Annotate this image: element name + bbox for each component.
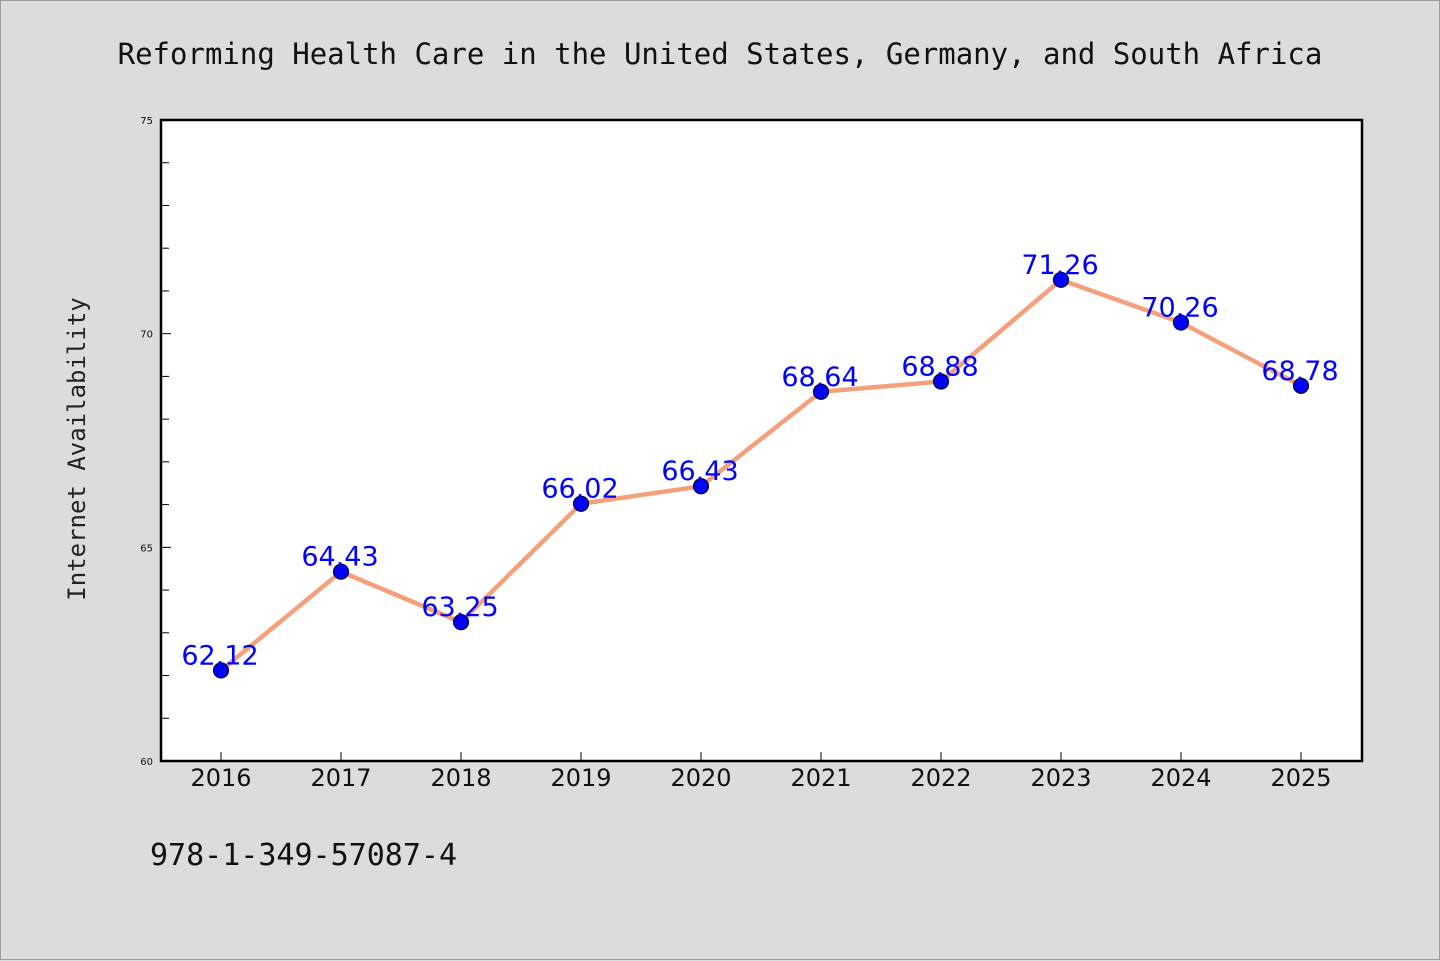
data-value-label: 63.25 [421, 592, 498, 623]
data-value-label: 68.64 [781, 362, 858, 393]
axis-ticks: 60 65 70 75 2016 2017 2018 2019 2020 2021 2022 2023… [140, 116, 1331, 792]
x-tick-label: 2024 [1150, 764, 1211, 792]
data-point-marker [932, 373, 950, 390]
x-tick-label: 2022 [910, 764, 971, 792]
data-value-label: 66.02 [541, 474, 618, 505]
x-tick-label: 2020 [670, 764, 731, 792]
x-tick-label: 2017 [310, 764, 371, 792]
data-point-marker [452, 614, 470, 631]
data-point-marker [812, 383, 830, 400]
x-tick-label: 2018 [430, 764, 491, 792]
series-layer [212, 271, 1310, 679]
data-point-marker [1052, 271, 1070, 288]
x-tick-label: 2021 [790, 764, 851, 792]
y-tick-label: 65 [140, 543, 153, 554]
data-point-marker [692, 478, 710, 495]
isbn-footer: 978-1-349-57087-4 [150, 838, 457, 873]
data-labels: 62.12 64.43 63.25 66.02 66.43 68.64 68.88 71.26… [181, 250, 1338, 672]
data-value-label: 68.78 [1261, 356, 1338, 387]
data-point-marker [332, 563, 350, 580]
y-tick-label: 70 [140, 330, 153, 341]
x-tick-label: 2019 [550, 764, 611, 792]
data-point-marker [572, 495, 590, 512]
data-value-label: 64.43 [301, 542, 378, 573]
chart-title: Reforming Health Care in the United Stat… [118, 37, 1323, 71]
data-value-label: 62.12 [181, 640, 258, 671]
data-value-label: 66.43 [661, 456, 738, 487]
x-tick-label: 2023 [1030, 764, 1091, 792]
data-value-label: 71.26 [1021, 250, 1098, 281]
x-tick-label: 2016 [190, 764, 251, 792]
data-point-marker [1292, 377, 1310, 394]
x-tick-label: 2025 [1270, 764, 1331, 792]
y-axis-label: Internet Availability [63, 297, 91, 600]
series-line [218, 277, 1304, 673]
data-value-label: 70.26 [1141, 293, 1218, 324]
y-tick-label: 75 [140, 116, 153, 127]
y-tick-label: 60 [140, 757, 153, 768]
data-point-marker [212, 662, 230, 679]
data-point-marker [1172, 314, 1190, 331]
data-value-label: 68.88 [901, 352, 978, 383]
